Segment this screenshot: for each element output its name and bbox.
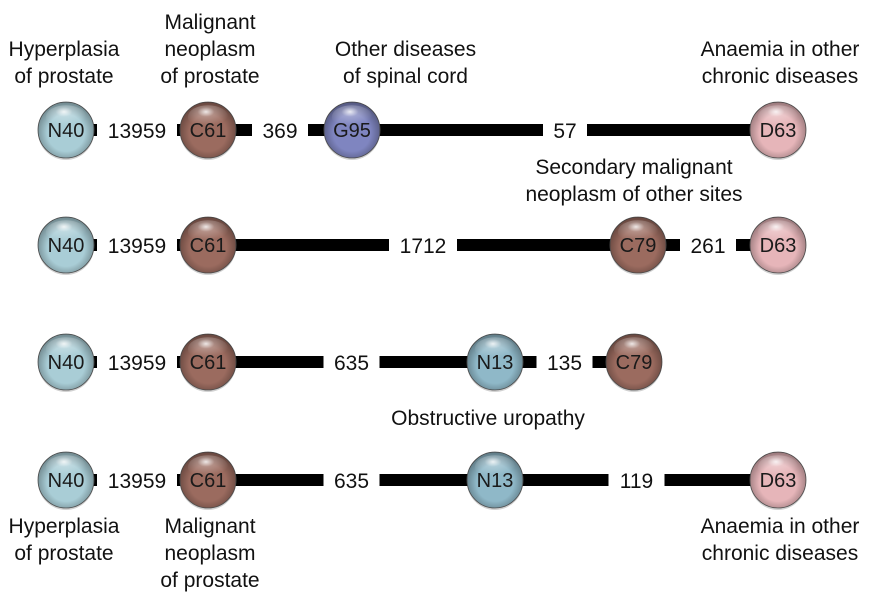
node-c61: C61 [179,101,237,160]
node-c61: C61 [179,451,237,510]
label-top-spinal: Other diseases of spinal cord [334,38,477,88]
node-d63: D63 [749,101,807,160]
node-g95: G95 [323,101,381,160]
edge-count-label: 635 [334,352,369,375]
node-highlight [45,220,87,244]
edge-count-label: 1712 [400,235,447,258]
label-bottom-malignant: Malignant neoplasm of prostate [160,515,260,592]
edge-count-label: 13959 [108,470,166,493]
label-bottom-hyperplasia: Hyperplasia of prostate [8,515,120,565]
node-code-label: N40 [48,470,85,492]
node-code-label: D63 [760,120,797,142]
node-code-label: G95 [333,120,371,142]
node-code-label: N13 [477,352,514,374]
node-c61: C61 [179,333,237,392]
edge-count-label: 369 [262,120,297,143]
node-n13: N13 [466,451,524,510]
node-highlight [187,105,229,129]
node-code-label: N40 [48,352,85,374]
label-obstructive: Obstructive uropathy [391,407,585,430]
node-code-label: N40 [48,120,85,142]
node-highlight [757,105,799,129]
node-highlight [617,220,659,244]
node-code-label: C61 [190,352,227,374]
node-highlight [474,455,516,479]
edge-count-label: 13959 [108,352,166,375]
node-highlight [45,455,87,479]
edge-count-label: 635 [334,470,369,493]
node-highlight [45,105,87,129]
node-code-label: C61 [190,120,227,142]
label-top-hyperplasia: Hyperplasia of prostate [8,38,120,88]
node-n13: N13 [466,333,524,392]
edge-count-label: 119 [620,470,653,493]
node-code-label: C61 [190,470,227,492]
node-code-label: C61 [190,235,227,257]
node-highlight [187,220,229,244]
edge-count-label: 13959 [108,235,166,258]
node-c79: C79 [609,216,667,275]
node-highlight [187,337,229,361]
node-highlight [331,105,373,129]
node-code-label: D63 [760,470,797,492]
node-code-label: D63 [760,235,797,257]
node-c79: C79 [605,333,663,392]
node-n40: N40 [37,101,95,160]
edge-count-label: 13959 [108,120,166,143]
node-highlight [45,337,87,361]
node-highlight [613,337,655,361]
node-n40: N40 [37,216,95,275]
node-d63: D63 [749,451,807,510]
edge-count-label: 135 [547,352,582,375]
node-n40: N40 [37,333,95,392]
node-code-label: C79 [616,352,653,374]
node-code-label: N13 [477,470,514,492]
node-c61: C61 [179,216,237,275]
label-top-anaemia: Anaemia in other chronic diseases [700,38,860,88]
label-secondary: Secondary malignant neoplasm of other sit… [525,156,743,206]
node-highlight [187,455,229,479]
node-highlight [757,455,799,479]
label-top-malignant: Malignant neoplasm of prostate [160,11,260,88]
node-code-label: N40 [48,235,85,257]
node-highlight [474,337,516,361]
node-code-label: C79 [620,235,657,257]
node-highlight [757,220,799,244]
node-n40: N40 [37,451,95,510]
node-d63: D63 [749,216,807,275]
edge-count-label: 261 [690,235,725,258]
edge-count-label: 57 [553,120,576,143]
label-bottom-anaemia: Anaemia in other chronic diseases [700,515,860,565]
